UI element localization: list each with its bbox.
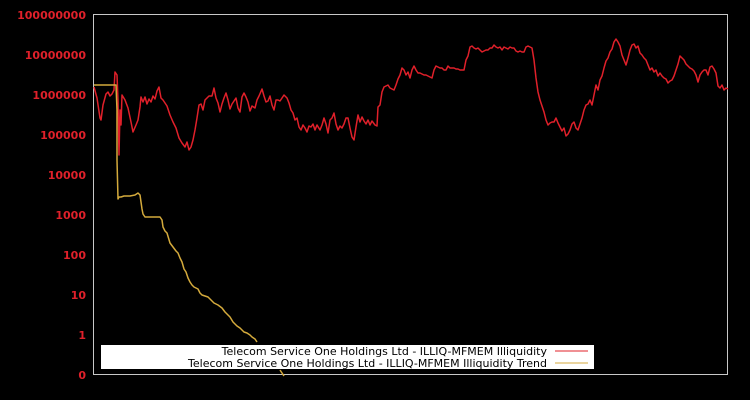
y-tick-label: 10000: [48, 169, 87, 182]
illiquidity-trend-line: [94, 84, 258, 343]
y-tick-label: 100000: [40, 129, 86, 142]
illiquidity-line: [93, 38, 729, 156]
illiquidity-trend-line-tail: [279, 369, 285, 377]
y-axis-tick-labels: 100000000 10000000 1000000 100000 10000 …: [17, 9, 86, 382]
y-tick-label: 0: [78, 369, 86, 382]
y-tick-label: 1000: [55, 209, 86, 222]
legend-box: [101, 345, 594, 369]
legend-label-trend: Telecom Service One Holdings Ltd - ILLIQ…: [187, 357, 547, 370]
y-tick-label: 100: [63, 249, 86, 262]
legend: Telecom Service One Holdings Ltd - ILLIQ…: [101, 345, 594, 370]
y-tick-label: 100000000: [17, 9, 86, 22]
legend-label-illiquidity: Telecom Service One Holdings Ltd - ILLIQ…: [221, 345, 548, 358]
y-tick-label: 1000000: [32, 89, 86, 102]
y-tick-label: 10000000: [25, 49, 87, 62]
plot-frame: [93, 14, 728, 375]
y-tick-label: 1: [78, 329, 86, 342]
y-tick-label: 10: [71, 289, 87, 302]
